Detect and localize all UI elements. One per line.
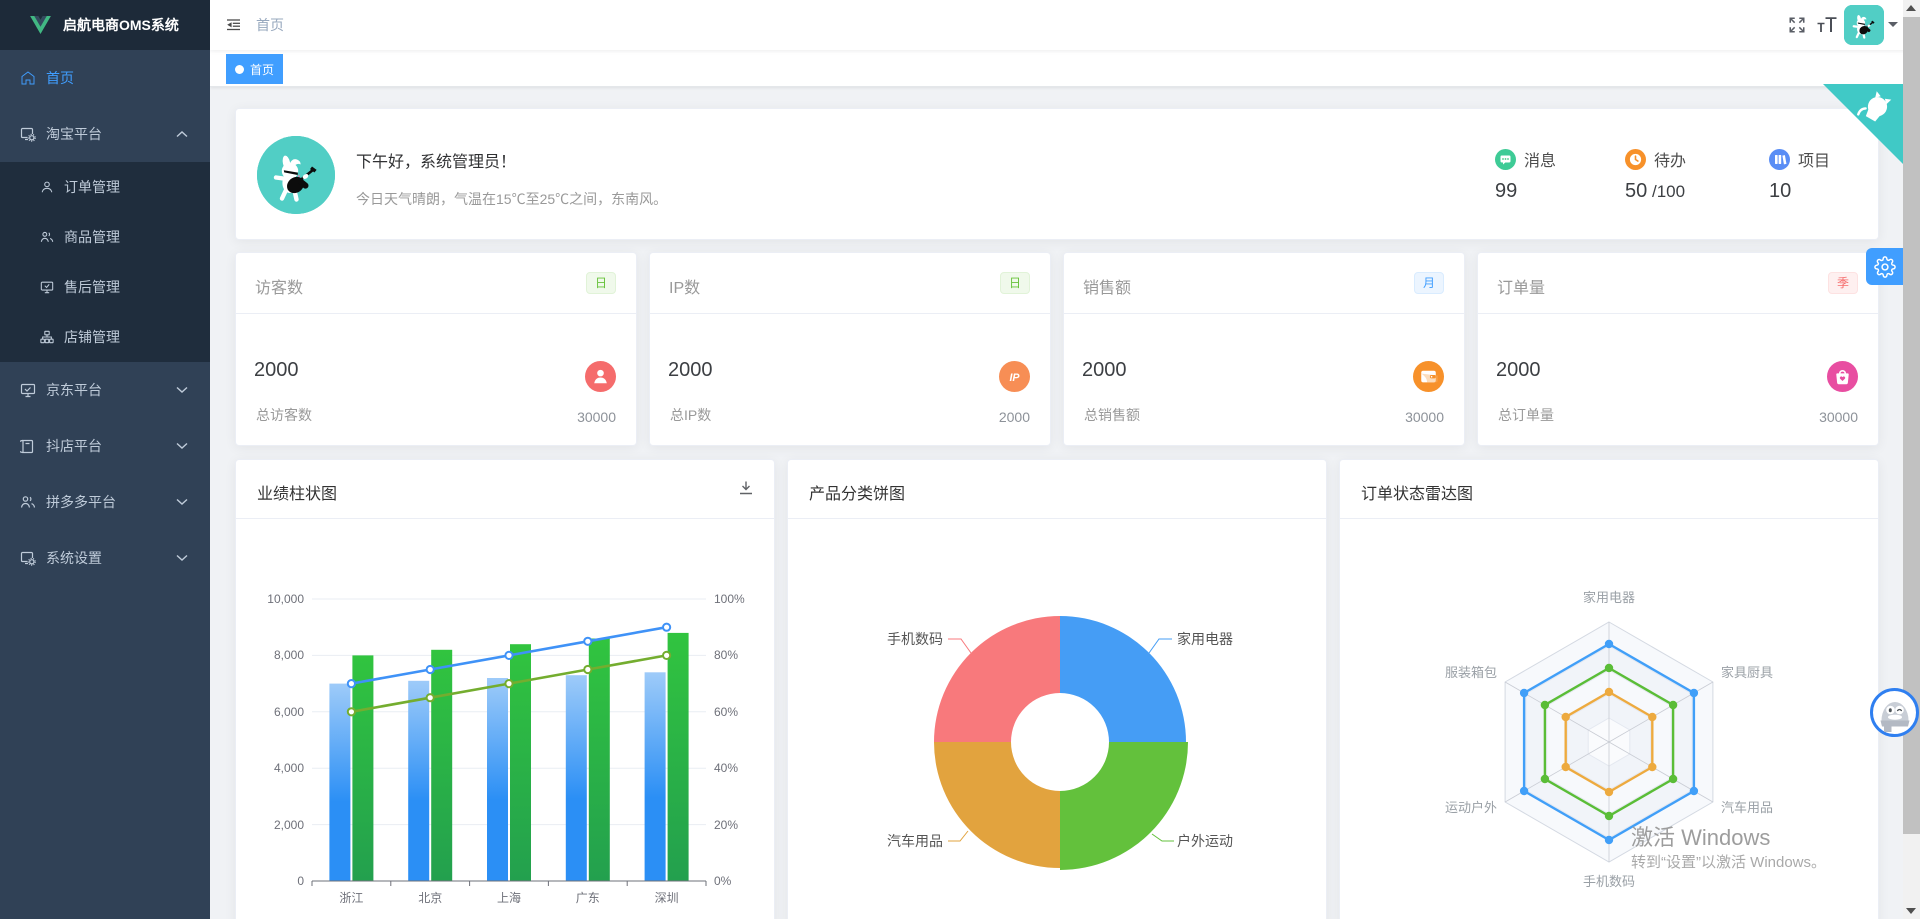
- svg-text:家用电器: 家用电器: [1177, 631, 1233, 647]
- svg-text:40%: 40%: [714, 761, 738, 775]
- svg-text:0%: 0%: [714, 874, 732, 888]
- svg-text:汽车用品: 汽车用品: [887, 833, 943, 849]
- svg-text:广东: 广东: [576, 891, 600, 905]
- svg-text:80%: 80%: [714, 648, 738, 662]
- svg-text:手机数码: 手机数码: [887, 631, 943, 647]
- svg-text:服装箱包: 服装箱包: [1445, 665, 1497, 680]
- svg-text:2,000: 2,000: [274, 818, 304, 832]
- svg-text:北京: 北京: [418, 891, 442, 905]
- svg-text:8,000: 8,000: [274, 648, 304, 662]
- svg-text:深圳: 深圳: [655, 891, 679, 905]
- svg-text:汽车用品: 汽车用品: [1721, 800, 1773, 815]
- svg-text:IP: IP: [1009, 372, 1020, 384]
- svg-text:上海: 上海: [497, 890, 521, 905]
- svg-text:0: 0: [297, 874, 304, 888]
- svg-text:10,000: 10,000: [267, 592, 304, 606]
- svg-text:浙江: 浙江: [339, 891, 363, 905]
- svg-text:家用电器: 家用电器: [1583, 590, 1635, 605]
- svg-text:20%: 20%: [714, 818, 738, 832]
- svg-text:户外运动: 户外运动: [1177, 833, 1233, 849]
- svg-text:家具厨具: 家具厨具: [1721, 665, 1773, 680]
- svg-text:100%: 100%: [714, 592, 745, 606]
- svg-text:4,000: 4,000: [274, 761, 304, 775]
- svg-text:60%: 60%: [714, 705, 738, 719]
- svg-text:6,000: 6,000: [274, 705, 304, 719]
- svg-text:手机数码: 手机数码: [1583, 874, 1635, 889]
- svg-text:运动户外: 运动户外: [1445, 800, 1497, 815]
